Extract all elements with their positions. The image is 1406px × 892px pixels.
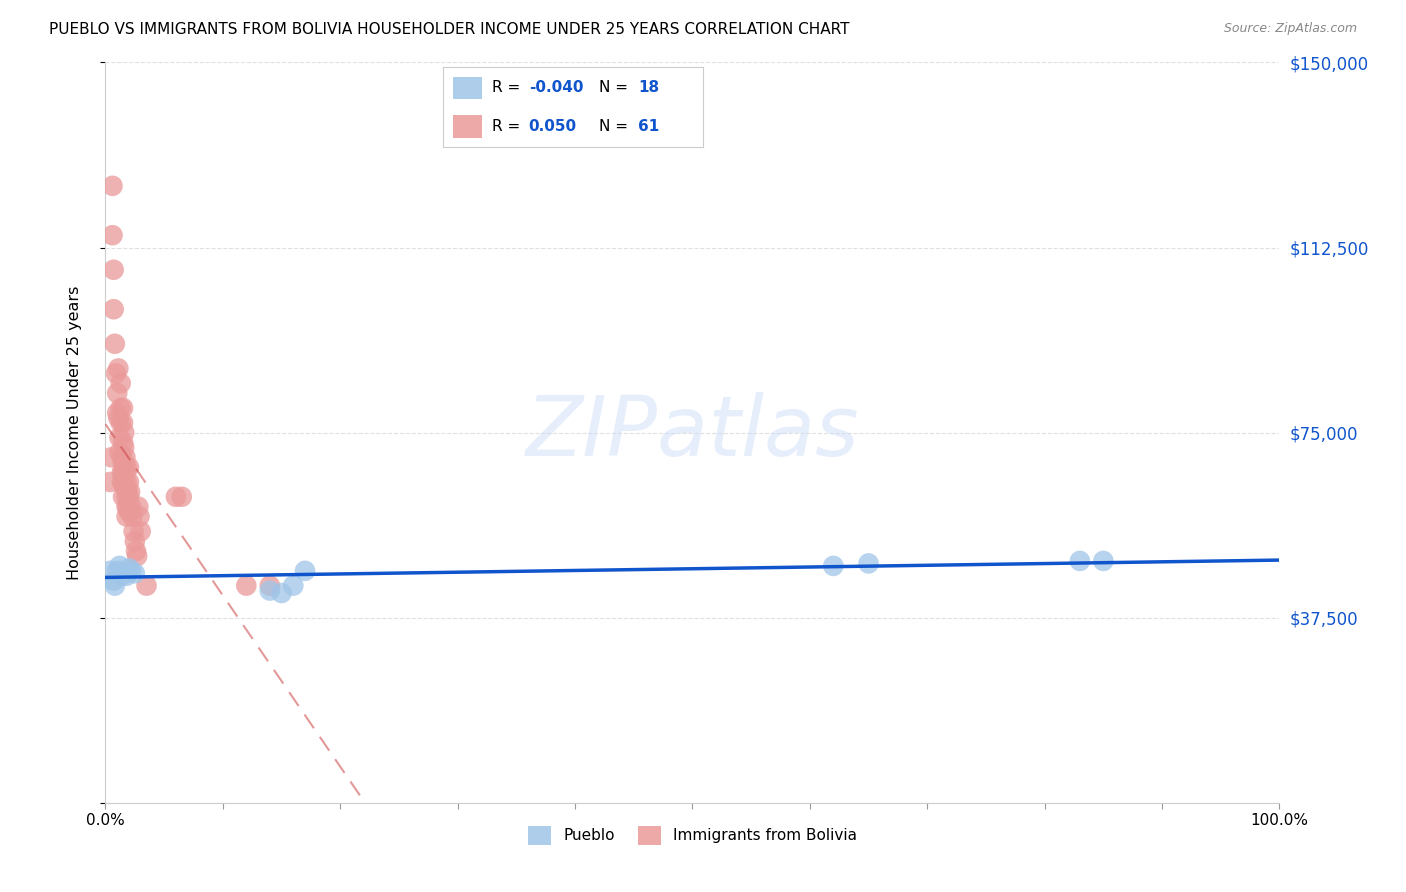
Point bbox=[105, 386, 128, 401]
Text: 18: 18 bbox=[638, 80, 659, 95]
Point bbox=[117, 500, 139, 514]
Point bbox=[108, 445, 131, 459]
Text: R =: R = bbox=[492, 80, 526, 95]
Point bbox=[112, 490, 135, 504]
Text: PUEBLO VS IMMIGRANTS FROM BOLIVIA HOUSEHOLDER INCOME UNDER 25 YEARS CORRELATION : PUEBLO VS IMMIGRANTS FROM BOLIVIA HOUSEH… bbox=[49, 22, 849, 37]
Point bbox=[112, 425, 135, 440]
Point bbox=[107, 410, 129, 425]
Point bbox=[101, 228, 124, 243]
Point bbox=[122, 524, 145, 539]
Point bbox=[115, 490, 138, 504]
Point bbox=[118, 490, 141, 504]
Point bbox=[124, 566, 146, 581]
Point bbox=[125, 544, 148, 558]
Point bbox=[103, 574, 125, 588]
Point bbox=[115, 509, 138, 524]
Point bbox=[112, 465, 135, 479]
Point bbox=[111, 475, 134, 489]
Point bbox=[105, 564, 128, 578]
Point bbox=[115, 500, 138, 514]
Text: N =: N = bbox=[599, 80, 633, 95]
Point bbox=[128, 509, 150, 524]
Point bbox=[101, 178, 124, 193]
Point bbox=[858, 557, 880, 571]
Point bbox=[114, 480, 136, 494]
Point bbox=[110, 401, 132, 415]
Point bbox=[127, 500, 149, 514]
Text: -0.040: -0.040 bbox=[529, 80, 583, 95]
Point bbox=[100, 450, 122, 465]
Point bbox=[135, 579, 157, 593]
Bar bbox=[453, 115, 482, 137]
Point bbox=[115, 475, 138, 489]
Y-axis label: Householder Income Under 25 years: Householder Income Under 25 years bbox=[67, 285, 82, 580]
Point bbox=[98, 564, 121, 578]
Point bbox=[117, 484, 139, 499]
Text: ZIPatlas: ZIPatlas bbox=[526, 392, 859, 473]
Point bbox=[118, 475, 141, 489]
Point bbox=[112, 435, 135, 450]
Point bbox=[259, 583, 281, 598]
Point bbox=[110, 376, 132, 391]
Point bbox=[129, 524, 152, 539]
Point bbox=[114, 465, 136, 479]
Point bbox=[111, 450, 134, 465]
Point bbox=[270, 586, 292, 600]
Point bbox=[112, 401, 135, 415]
Point bbox=[111, 568, 134, 582]
Point bbox=[110, 416, 132, 430]
Point bbox=[108, 431, 131, 445]
Point bbox=[124, 534, 146, 549]
Bar bbox=[453, 77, 482, 99]
Point bbox=[103, 262, 125, 277]
Point bbox=[115, 568, 138, 582]
Point bbox=[127, 549, 149, 563]
Point bbox=[1069, 554, 1091, 568]
Point bbox=[115, 460, 138, 475]
Point bbox=[165, 490, 187, 504]
Point bbox=[235, 579, 257, 593]
Text: 0.050: 0.050 bbox=[529, 119, 576, 134]
Point bbox=[112, 480, 135, 494]
Text: Source: ZipAtlas.com: Source: ZipAtlas.com bbox=[1223, 22, 1357, 36]
Point bbox=[120, 484, 142, 499]
Point bbox=[118, 561, 141, 575]
Point bbox=[111, 465, 134, 479]
Point bbox=[259, 579, 281, 593]
Point bbox=[118, 460, 141, 475]
Point bbox=[118, 505, 141, 519]
Point bbox=[112, 455, 135, 469]
Point bbox=[108, 558, 131, 573]
Point bbox=[170, 490, 193, 504]
Point bbox=[103, 302, 125, 317]
Point bbox=[104, 579, 127, 593]
Point bbox=[105, 367, 128, 381]
Point bbox=[98, 475, 121, 489]
Point bbox=[112, 475, 135, 489]
Point bbox=[112, 416, 135, 430]
Point bbox=[112, 460, 135, 475]
Legend: Pueblo, Immigrants from Bolivia: Pueblo, Immigrants from Bolivia bbox=[522, 820, 863, 851]
Point bbox=[121, 509, 143, 524]
Point bbox=[120, 564, 142, 578]
Point bbox=[120, 500, 142, 514]
Point bbox=[104, 336, 127, 351]
Point bbox=[114, 450, 136, 465]
Point bbox=[105, 406, 128, 420]
Text: N =: N = bbox=[599, 119, 633, 134]
Point bbox=[120, 505, 142, 519]
Point bbox=[107, 361, 129, 376]
Point bbox=[823, 558, 845, 573]
Point bbox=[112, 441, 135, 455]
Point bbox=[1092, 554, 1115, 568]
Text: R =: R = bbox=[492, 119, 526, 134]
Point bbox=[294, 564, 316, 578]
Text: 61: 61 bbox=[638, 119, 659, 134]
Point bbox=[283, 579, 305, 593]
